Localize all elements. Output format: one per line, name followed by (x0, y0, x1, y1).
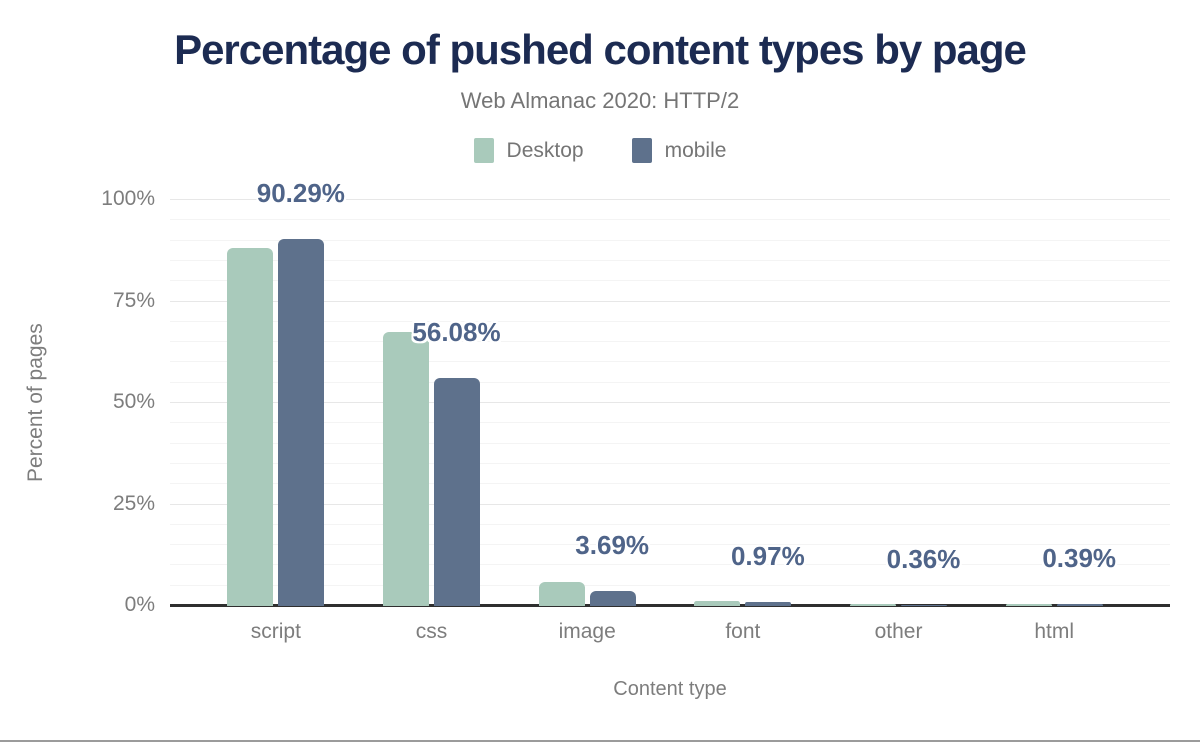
bar-group-css: 56.08% (354, 200, 510, 606)
bar-group-html: 0.39% (976, 200, 1132, 606)
gridline-65 (170, 341, 1170, 343)
bar-mobile-other (901, 604, 948, 606)
data-label-script: 90.29% (256, 178, 345, 209)
data-label-font: 0.97% (730, 541, 805, 572)
x-axis-title: Content type (613, 678, 727, 700)
bar-mobile-css (434, 378, 480, 606)
bar-mobile-image (589, 591, 636, 606)
x-category-font: font (725, 620, 761, 643)
gridline-85 (170, 259, 1170, 261)
bar-desktop-script (227, 247, 274, 606)
gridline-25 (170, 503, 1170, 505)
x-category-css: css (415, 620, 448, 643)
chart-subtitle: Web Almanac 2020: HTTP/2 (460, 88, 740, 113)
gridline-80 (170, 280, 1170, 282)
bar-group-other: 0.36% (821, 200, 977, 606)
gridline-5 (170, 584, 1170, 586)
bar-desktop-font (694, 601, 741, 606)
y-tick-label-25: 25% (112, 491, 155, 515)
bar-group-image: 3.69% (509, 200, 665, 606)
gridline-15 (170, 544, 1170, 546)
gridline-40 (170, 442, 1170, 444)
x-category-html: html (1034, 620, 1075, 643)
y-tick-label-75: 75% (112, 288, 155, 312)
y-tick-label-100: 100% (101, 187, 155, 210)
gridlines (170, 199, 1170, 606)
mobile-swatch-icon (631, 138, 652, 163)
data-label-html: 0.39% (1042, 543, 1117, 574)
gridline-100 (170, 199, 1170, 200)
chart-title: Percentage of pushed content types by pa… (174, 26, 1027, 73)
x-axis-line (170, 604, 1170, 607)
bar-desktop-other (850, 603, 897, 606)
legend-label-mobile: mobile (664, 138, 727, 162)
gridline-90 (170, 239, 1170, 241)
x-axis-categories: script css image font other html (198, 620, 1132, 644)
bar-desktop-css (383, 331, 429, 606)
data-label-image: 3.69% (575, 530, 650, 561)
bar-mobile-html (1056, 604, 1103, 606)
desktop-swatch-icon (473, 138, 494, 163)
y-tick-label-50: 50% (112, 390, 155, 413)
gridline-60 (170, 361, 1170, 363)
gridline-10 (170, 564, 1170, 566)
bar-desktop-image (538, 582, 585, 606)
bar-mobile-font (745, 602, 792, 606)
bar-mobile-script (278, 239, 325, 606)
gridline-30 (170, 483, 1170, 485)
bar-group-font: 0.97% (665, 200, 821, 606)
gridline-95 (170, 219, 1170, 221)
x-category-other: other (874, 620, 923, 643)
x-category-script: script (250, 620, 301, 643)
gridline-75 (170, 300, 1170, 302)
gridline-70 (170, 320, 1170, 322)
legend-item-desktop: Desktop (473, 138, 584, 163)
plot-area: 90.29% 56.08% 3.69% 0.97% 0.36% 0.39% (198, 178, 1132, 606)
gridline-50 (170, 402, 1170, 403)
gridline-55 (170, 381, 1170, 383)
data-label-other: 0.36% (886, 543, 961, 574)
gridline-35 (170, 462, 1170, 464)
legend-label-desktop: Desktop (506, 138, 584, 162)
y-tick-label-0: 0% (124, 593, 155, 616)
gridline-20 (170, 523, 1170, 525)
x-category-image: image (558, 620, 616, 643)
bar-desktop-html (1005, 603, 1052, 606)
bar-group-script: 90.29% (198, 178, 354, 606)
gridline-45 (170, 422, 1170, 424)
data-label-css: 56.08% (412, 317, 501, 348)
chart-legend: Desktop mobile (0, 138, 1200, 163)
legend-item-mobile: mobile (631, 138, 727, 163)
